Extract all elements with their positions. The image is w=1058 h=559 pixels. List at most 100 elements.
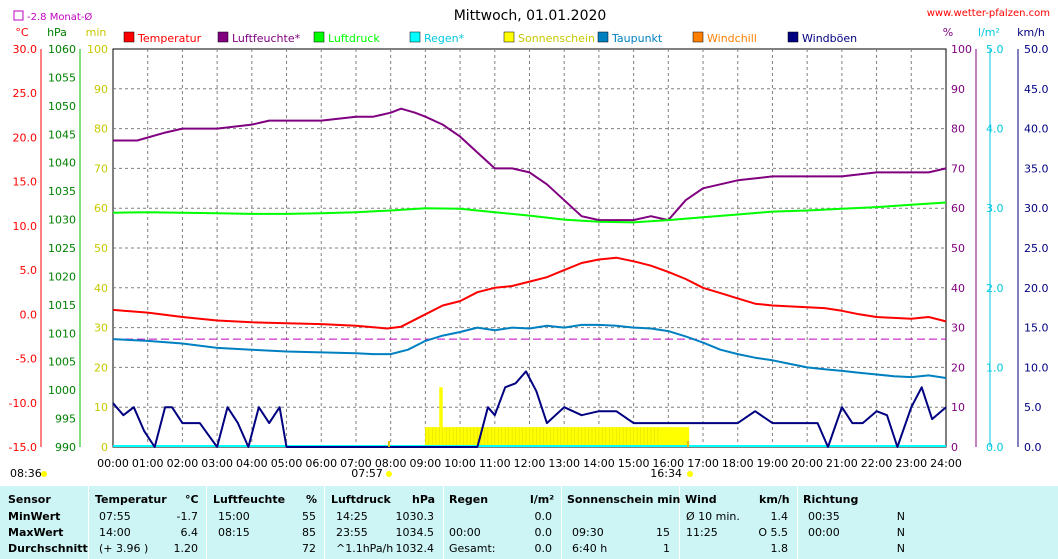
wind-tick-label: 20.0 bbox=[1024, 282, 1049, 295]
sunshine-bar bbox=[439, 387, 443, 447]
pressure-tick-label: 995 bbox=[55, 413, 76, 426]
series-line bbox=[112, 201, 947, 224]
temp-tick-label: -10.0 bbox=[9, 397, 37, 410]
legend-swatch bbox=[409, 31, 421, 43]
stats-header-hum-unit: % bbox=[306, 493, 318, 506]
stats-cell-w-val: O 5.5 bbox=[758, 526, 788, 539]
temp-tick-label: 25.0 bbox=[13, 87, 38, 100]
sun-tick-label: 0 bbox=[101, 441, 108, 454]
sunshine-bar bbox=[657, 427, 690, 447]
humidity-tick-label: 20 bbox=[951, 361, 965, 374]
x-tick-label: 00:00 bbox=[97, 457, 129, 470]
pressure-tick-label: 1045 bbox=[48, 128, 76, 141]
monthly-avg-icon bbox=[13, 10, 24, 21]
source-label: www.wetter-pfalzen.com bbox=[927, 8, 1050, 19]
sun-tick-label: 10 bbox=[94, 401, 108, 414]
stats-cell-r-val: 0.0 bbox=[534, 542, 553, 555]
wind-tick-label: 40.0 bbox=[1024, 123, 1049, 136]
x-tick-label: 12:00 bbox=[514, 457, 546, 470]
temp-unit-label: °C bbox=[15, 26, 29, 39]
x-tick-label: 08:00 bbox=[375, 457, 407, 470]
humidity-tick-label: 80 bbox=[951, 123, 965, 136]
series-line bbox=[112, 370, 947, 448]
legend-entry: Luftfeuchte* bbox=[232, 32, 301, 45]
x-tick-label: 16:00 bbox=[652, 457, 684, 470]
humidity-tick-label: 60 bbox=[951, 202, 965, 215]
x-tick-label: 19:00 bbox=[757, 457, 789, 470]
stats-header-wind-unit: km/h bbox=[759, 493, 790, 506]
pressure-unit-label: hPa bbox=[47, 26, 67, 39]
stats-cell-p-val: 1034.5 bbox=[395, 526, 435, 539]
stats-cell-t-val: 6.4 bbox=[180, 526, 199, 539]
stats-header-press-unit: hPa bbox=[412, 493, 436, 506]
humidity-tick-label: 90 bbox=[951, 83, 965, 96]
legend-swatch bbox=[692, 31, 704, 43]
legend-swatch bbox=[217, 31, 229, 43]
sunshine-bar bbox=[616, 427, 634, 447]
stats-cell-t-time: 07:55 bbox=[99, 510, 131, 523]
stats-header-rain: Regen bbox=[449, 493, 489, 506]
pressure-tick-label: 1010 bbox=[48, 327, 76, 340]
stats-header-hum: Luftfeuchte bbox=[213, 493, 286, 506]
legend-swatch bbox=[597, 31, 609, 43]
x-tick-label: 20:00 bbox=[791, 457, 823, 470]
wind-tick-label: 30.0 bbox=[1024, 202, 1049, 215]
sunrise-label: 07:57 bbox=[351, 467, 383, 480]
rain-tick-label: 4.0 bbox=[986, 123, 1004, 136]
legend-swatch bbox=[787, 31, 799, 43]
stats-cell-label: MinWert bbox=[8, 510, 61, 523]
pressure-tick-label: 1025 bbox=[48, 242, 76, 255]
stats-cell-r-val: 0.0 bbox=[534, 526, 553, 539]
temp-tick-label: 5.0 bbox=[20, 264, 38, 277]
sunshine-bar bbox=[546, 427, 565, 447]
stats-cell-h-val: 55 bbox=[302, 510, 316, 523]
stats-header-dir: Richtung bbox=[803, 493, 859, 506]
stats-cell-t-time: 14:00 bbox=[99, 526, 131, 539]
temp-tick-label: 30.0 bbox=[13, 43, 38, 56]
rain-tick-label: 2.0 bbox=[986, 282, 1004, 295]
legend-swatch bbox=[313, 31, 325, 43]
wind-tick-label: 5.0 bbox=[1024, 401, 1042, 414]
rain-unit-label: l/m² bbox=[978, 26, 1000, 39]
legend-entry: Taupunkt bbox=[611, 32, 663, 45]
stats-cell-p-time: ^1.1hPa/h bbox=[336, 542, 394, 555]
chart-title: Mittwoch, 01.01.2020 bbox=[454, 8, 607, 24]
stats-cell-t-val: -1.7 bbox=[176, 510, 198, 523]
x-tick-label: 22:00 bbox=[861, 457, 893, 470]
pressure-tick-label: 1030 bbox=[48, 214, 76, 227]
humidity-tick-label: 50 bbox=[951, 242, 965, 255]
stats-cell-w-time: 11:25 bbox=[686, 526, 718, 539]
pressure-tick-label: 1060 bbox=[48, 43, 76, 56]
stats-cell-d-val: N bbox=[896, 526, 905, 539]
stats-cell-s-val: 1 bbox=[663, 542, 670, 555]
sunshine-bar bbox=[564, 427, 582, 447]
stats-cell-h-val: 72 bbox=[302, 542, 316, 555]
x-tick-label: 09:00 bbox=[410, 457, 442, 470]
pressure-tick-label: 1055 bbox=[48, 71, 76, 84]
stats-cell-label: MaxWert bbox=[8, 526, 64, 539]
monthly-avg-label: -2.8 Monat-Ø bbox=[27, 11, 92, 23]
wind-unit-label: km/h bbox=[1017, 26, 1045, 39]
wind-tick-label: 0.0 bbox=[1024, 441, 1042, 454]
series-line bbox=[112, 323, 947, 379]
sun-tick-label: 50 bbox=[94, 242, 108, 255]
stats-cell-h-val: 85 bbox=[302, 526, 316, 539]
x-tick-label: 14:00 bbox=[583, 457, 615, 470]
humidity-unit-label: % bbox=[943, 26, 953, 39]
x-tick-label: 06:00 bbox=[305, 457, 337, 470]
pressure-tick-label: 1035 bbox=[48, 185, 76, 198]
humidity-tick-label: 100 bbox=[951, 43, 972, 56]
sun-tick-label: 20 bbox=[94, 361, 108, 374]
rain-tick-label: 5.0 bbox=[986, 43, 1004, 56]
stats-cell-r-time: Gesamt: bbox=[449, 542, 496, 555]
stats-header-temp: Temperatur bbox=[95, 493, 167, 506]
humidity-tick-label: 30 bbox=[951, 322, 965, 335]
pressure-tick-label: 1015 bbox=[48, 299, 76, 312]
stats-cell-label: Durchschnitt bbox=[8, 542, 88, 555]
x-tick-label: 15:00 bbox=[618, 457, 650, 470]
wind-tick-label: 35.0 bbox=[1024, 162, 1049, 175]
x-tick-label: 04:00 bbox=[236, 457, 268, 470]
sun-tick-label: 90 bbox=[94, 83, 108, 96]
legend-swatch bbox=[123, 31, 135, 43]
x-tick-label: 07:00 bbox=[340, 457, 372, 470]
